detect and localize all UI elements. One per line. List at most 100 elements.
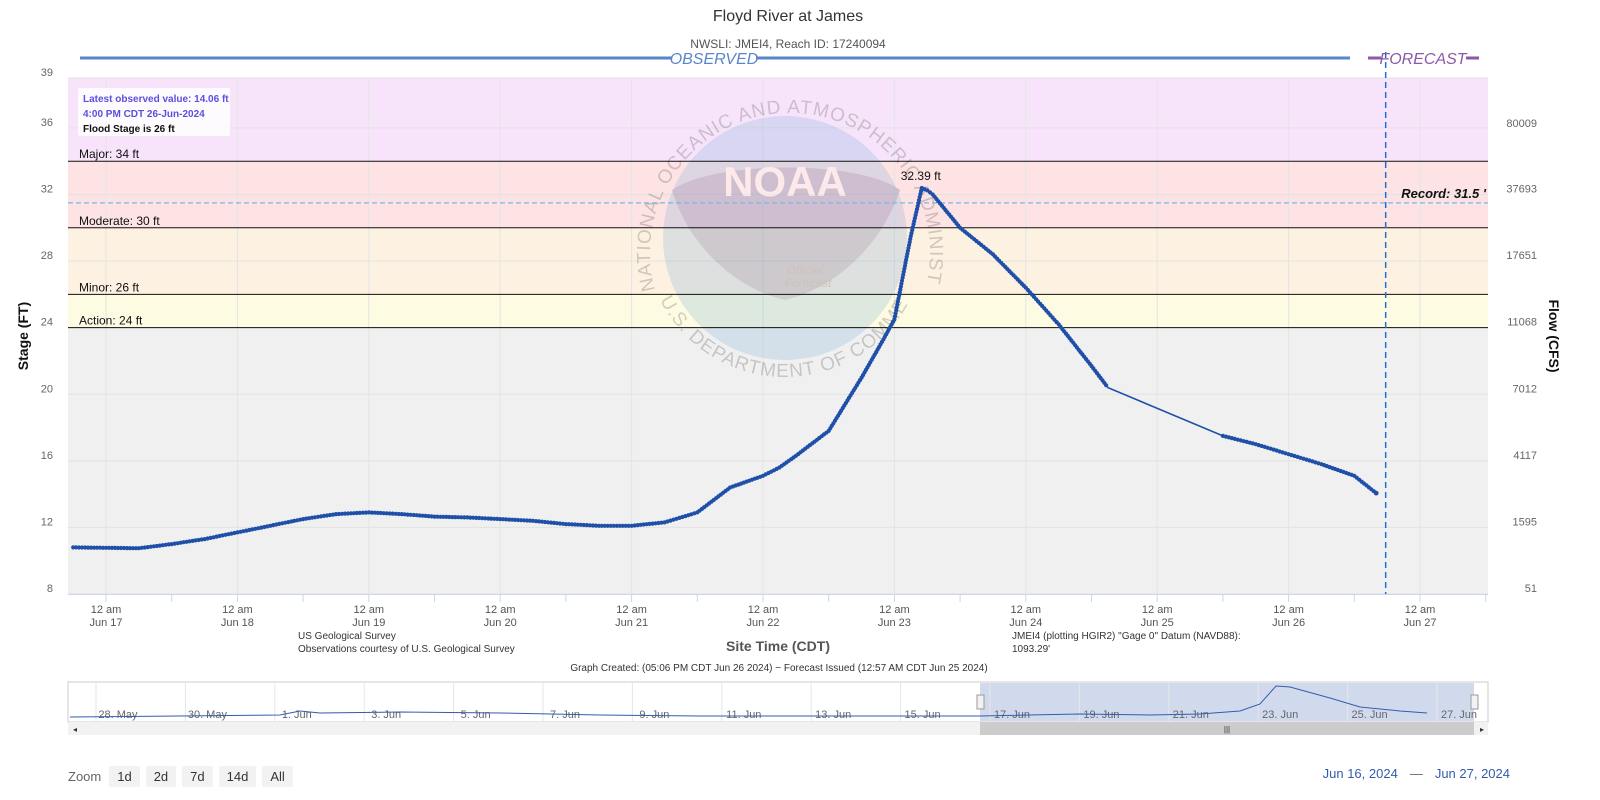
observed-label: OBSERVED: [670, 51, 759, 68]
observed-point: [89, 545, 94, 550]
y2-tick-label: 1595: [1513, 516, 1537, 528]
observed-point: [381, 511, 386, 516]
scroll-right-icon[interactable]: ▸: [1480, 725, 1484, 734]
x-tick-date: Jun 20: [484, 617, 517, 629]
navigator-selection: [980, 683, 1474, 721]
observed-point: [411, 512, 416, 518]
navigator-label: 5. Jun: [461, 709, 491, 721]
flood-label-0: Major: 34 ft: [79, 147, 140, 161]
x-tick-time: 12 am: [1273, 604, 1304, 616]
observed-point: [118, 545, 123, 551]
flood-label-3: Action: 24 ft: [79, 314, 143, 328]
navigator-label: 11. Jun: [726, 709, 761, 721]
observed-point: [115, 545, 120, 551]
peak-label: 32.39 ft: [901, 169, 942, 183]
action-band: [68, 294, 1488, 328]
observed-series: 32.39 ft: [71, 52, 1387, 594]
watermark-forecast: Forecast: [785, 276, 832, 290]
observed-point: [611, 523, 616, 528]
navigator-label: 25. Jun: [1352, 709, 1388, 721]
x-tick-time: 12 am: [1011, 604, 1042, 616]
flood-label-2: Minor: 26 ft: [79, 280, 140, 294]
x-tick-date: Jun 22: [746, 617, 779, 629]
navigator-label: 28. May: [98, 709, 138, 721]
chart-subtitle: NWSLI: JMEI4, Reach ID: 17240094: [690, 37, 886, 51]
x-tick-date: Jun 17: [89, 617, 122, 629]
navigator-label: 15. Jun: [905, 709, 941, 721]
y-tick-label: 16: [41, 450, 53, 462]
major-band: [68, 78, 1488, 162]
x-tick-date: Jun 19: [352, 617, 385, 629]
y2-tick-label: 51: [1525, 583, 1537, 595]
y2-tick-label: 17651: [1506, 250, 1537, 262]
observed-point: [504, 517, 509, 522]
observed-point: [348, 511, 353, 516]
observed-point: [435, 514, 440, 519]
observed-point: [462, 515, 467, 520]
observed-point: [498, 517, 503, 522]
x-axis-title: Site Time (CDT): [726, 638, 830, 654]
grid-lines: [68, 77, 1488, 595]
observed-point: [617, 523, 622, 528]
navigator-series: [69, 685, 1428, 718]
credit-datum: JMEI4 (plotting HGIR2) "Gage 0" Datum (N…: [1012, 631, 1241, 642]
observed-point: [83, 545, 88, 550]
zoom-label: Zoom: [68, 768, 102, 784]
y2-tick-label: 7012: [1513, 383, 1537, 395]
observed-point: [483, 516, 488, 521]
observed-point: [438, 514, 443, 519]
zoom-7d-button[interactable]: 7d: [182, 765, 213, 787]
observed-point: [605, 523, 610, 528]
navigator-handle-left[interactable]: [976, 694, 985, 710]
navigator-handle-right[interactable]: [1470, 694, 1479, 710]
observed-point: [369, 510, 374, 515]
observed-point: [456, 515, 461, 520]
observed-point: [366, 510, 371, 515]
observed-point: [77, 545, 82, 550]
credit-datum-value: 1093.29': [1012, 644, 1050, 655]
observed-point: [360, 510, 365, 515]
observed-point: [489, 516, 494, 521]
x-tick-time: 12 am: [354, 604, 385, 616]
scrollbar-thumb[interactable]: [980, 722, 1474, 735]
y2-tick-label: 4117: [1513, 450, 1537, 462]
zoom-2d-button[interactable]: 2d: [145, 765, 177, 787]
range-to[interactable]: Jun 27, 2024: [1434, 766, 1510, 781]
y2-tick-label: 37693: [1506, 184, 1537, 196]
range-from[interactable]: Jun 16, 2024: [1322, 766, 1398, 781]
x-tick-time: 12 am: [1405, 604, 1436, 616]
observed-point: [471, 515, 476, 520]
x-tick-time: 12 am: [748, 604, 779, 616]
observed-point: [429, 514, 434, 519]
zoom-14d-button[interactable]: 14d: [218, 765, 257, 787]
watermark-logo: NOAA: [723, 158, 847, 205]
y-tick-label: 32: [41, 184, 53, 196]
observed-point: [563, 522, 569, 527]
observed-point: [468, 515, 473, 520]
observed-point: [525, 518, 530, 523]
observed-point: [626, 523, 631, 528]
zoom-1d-button[interactable]: 1d: [109, 765, 140, 787]
observed-point: [71, 545, 76, 550]
observed-point: [351, 511, 356, 516]
scroll-left-icon[interactable]: ◂: [73, 725, 77, 734]
observed-point: [620, 523, 625, 528]
y-tick-label: 12: [41, 516, 53, 528]
zoom-all-button[interactable]: All: [262, 765, 293, 787]
info-flood-stage: Flood Stage is 26 ft: [83, 124, 175, 135]
zoom-bar: Zoom 1d 2d 7d 14d All: [68, 764, 293, 788]
date-range: Jun 16, 2024 — Jun 27, 2024: [1323, 766, 1510, 781]
navigator-label: 9. Jun: [639, 709, 669, 721]
x-tick-time: 12 am: [879, 604, 910, 616]
observed-point: [100, 545, 106, 550]
observed-point: [423, 513, 428, 519]
navigator-label: 3. Jun: [371, 709, 401, 721]
observed-point: [103, 545, 109, 550]
credit-courtesy: Observations courtesy of U.S. Geological…: [298, 644, 515, 655]
observed-point: [492, 516, 497, 521]
observed-point: [127, 546, 132, 551]
observed-point: [390, 511, 395, 516]
y-axis-title: Stage (FT): [15, 302, 31, 370]
navigator-label: 13. Jun: [815, 709, 851, 721]
flood-stage-lines: Major: 34 ft Moderate: 30 ft Minor: 26 ft A…: [68, 147, 1488, 329]
